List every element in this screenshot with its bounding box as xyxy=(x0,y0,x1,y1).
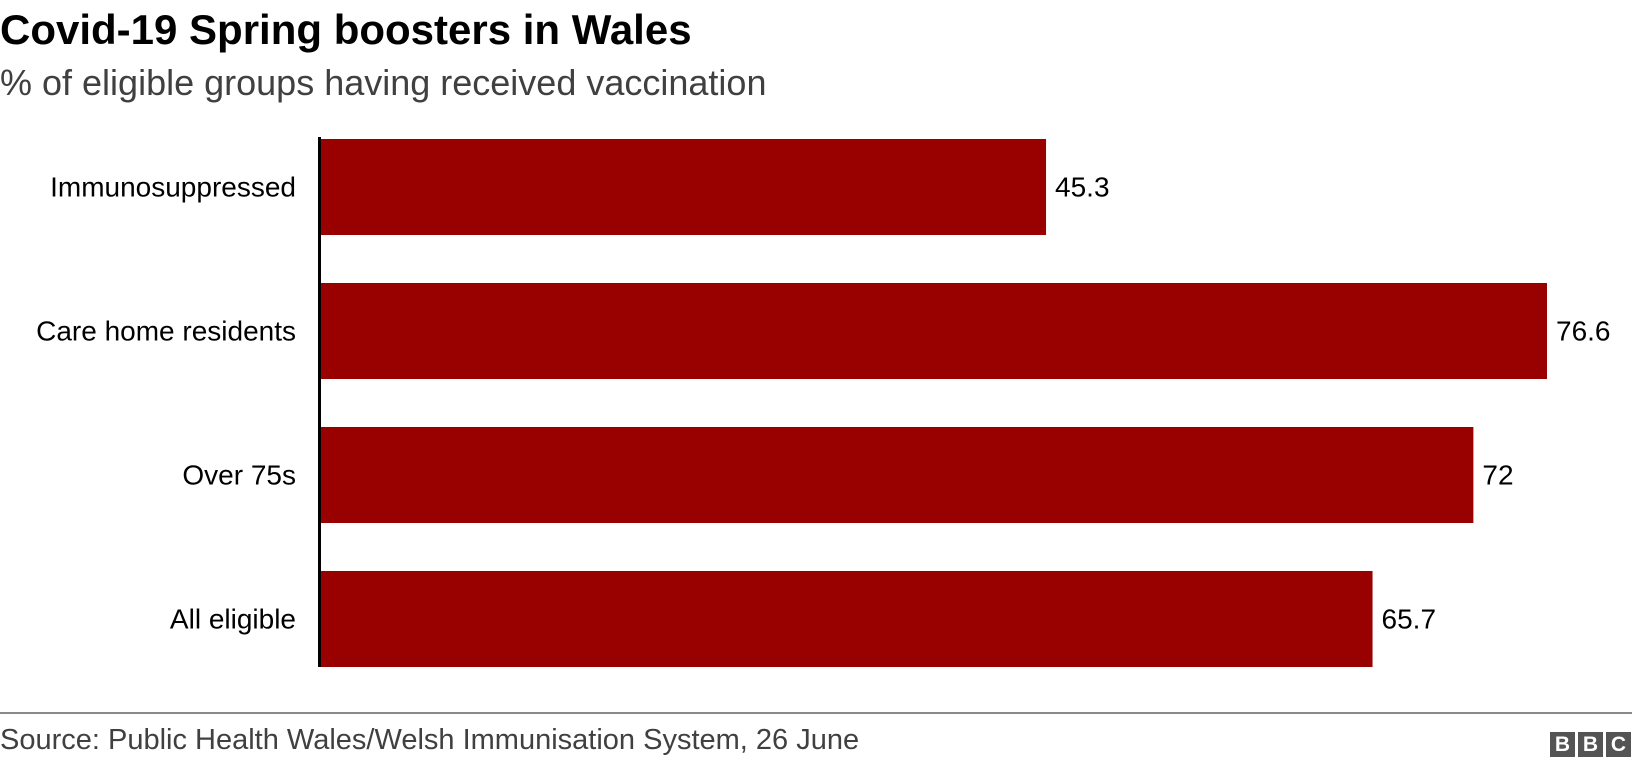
category-label-2: Care home residents xyxy=(36,316,296,347)
category-label-3: Over 75s xyxy=(182,460,296,491)
bar-4 xyxy=(321,571,1373,667)
value-label-1: 45.3 xyxy=(1055,172,1110,203)
bar-2 xyxy=(321,283,1547,379)
value-label-4: 65.7 xyxy=(1382,604,1437,635)
value-label-2: 76.6 xyxy=(1556,316,1611,347)
chart-subtitle: % of eligible groups having received vac… xyxy=(0,62,767,103)
chart-title: Covid-19 Spring boosters in Wales xyxy=(0,6,692,53)
bbc-logo-letter-3: C xyxy=(1606,732,1631,757)
bar-3 xyxy=(321,427,1474,523)
bar-1 xyxy=(321,139,1047,235)
bbc-logo: B B C xyxy=(1550,732,1631,757)
source-note: Source: Public Health Wales/Welsh Immuni… xyxy=(0,724,860,756)
bbc-logo-letter-1: B xyxy=(1550,732,1575,757)
value-label-3: 72 xyxy=(1482,460,1513,491)
category-label-1: Immunosuppressed xyxy=(50,172,296,203)
footer-divider xyxy=(0,712,1632,714)
category-label-4: All eligible xyxy=(170,604,296,635)
bbc-logo-letter-2: B xyxy=(1578,732,1603,757)
y-axis-line xyxy=(318,137,321,667)
bar-chart: Immunosuppressed 45.3 Care home residents 7… xyxy=(36,137,1611,667)
